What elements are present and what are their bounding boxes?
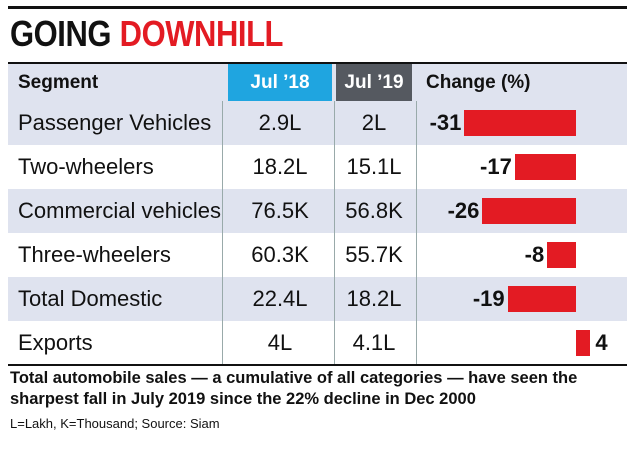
title-word-going: GOING bbox=[10, 13, 112, 54]
change-value-label: -26 bbox=[447, 198, 480, 223]
change-value-label: -19 bbox=[472, 286, 505, 311]
jul18-value: 2.9L bbox=[258, 110, 302, 135]
jul18-value: 22.4L bbox=[252, 286, 308, 311]
change-bar bbox=[464, 110, 576, 136]
title-word-downhill: DOWNHILL bbox=[119, 13, 284, 54]
change-bar bbox=[482, 198, 576, 224]
segment-label: Three-wheelers bbox=[18, 242, 171, 267]
jul19-value: 2L bbox=[361, 110, 387, 135]
jul19-value: 15.1L bbox=[346, 154, 402, 179]
change-value-label: 4 bbox=[595, 330, 608, 355]
change-value-label: -8 bbox=[524, 242, 545, 267]
change-value-label: -17 bbox=[480, 154, 512, 179]
top-rule bbox=[8, 6, 627, 9]
change-value-label: -31 bbox=[429, 110, 462, 135]
column-divider bbox=[222, 101, 223, 364]
source-line: L=Lakh, K=Thousand; Source: Siam bbox=[10, 416, 220, 431]
table-row: Exports 4L 4.1L bbox=[8, 321, 627, 365]
jul18-value: 18.2L bbox=[252, 154, 308, 179]
change-bar bbox=[547, 242, 576, 268]
segment-label: Passenger Vehicles bbox=[18, 110, 212, 135]
segment-label: Two-wheelers bbox=[18, 154, 154, 179]
column-divider bbox=[334, 101, 335, 364]
jul19-value: 55.7K bbox=[345, 242, 403, 267]
sales-table: Segment Jul ’18 Jul ’19 Change (%) Passe… bbox=[8, 62, 627, 366]
jul18-value: 76.5K bbox=[251, 198, 309, 223]
header-jul18: Jul ’18 bbox=[228, 64, 332, 101]
segment-label: Commercial vehicles bbox=[18, 198, 221, 223]
jul18-value: 60.3K bbox=[251, 242, 309, 267]
change-bar bbox=[507, 286, 576, 312]
change-bar bbox=[576, 330, 591, 356]
jul19-value: 18.2L bbox=[346, 286, 402, 311]
change-bar bbox=[514, 154, 576, 180]
jul18-value: 4L bbox=[267, 330, 293, 355]
column-divider bbox=[416, 101, 417, 364]
table-header: Segment Jul ’18 Jul ’19 Change (%) bbox=[8, 64, 627, 102]
segment-label: Total Domestic bbox=[18, 286, 163, 311]
page-title: GOING DOWNHILL bbox=[10, 14, 283, 54]
summary-note: Total automobile sales — a cumulative of… bbox=[10, 369, 578, 408]
jul19-value: 4.1L bbox=[352, 330, 396, 355]
header-segment: Segment bbox=[18, 71, 99, 93]
header-change: Change (%) bbox=[426, 71, 531, 93]
table-row: Two-wheelers 18.2L 15.1L bbox=[8, 145, 627, 189]
segment-label: Exports bbox=[18, 330, 93, 355]
header-jul19: Jul ’19 bbox=[336, 64, 412, 101]
table-row: Three-wheelers 60.3K 55.7K bbox=[8, 233, 627, 277]
jul19-value: 56.8K bbox=[345, 198, 403, 223]
